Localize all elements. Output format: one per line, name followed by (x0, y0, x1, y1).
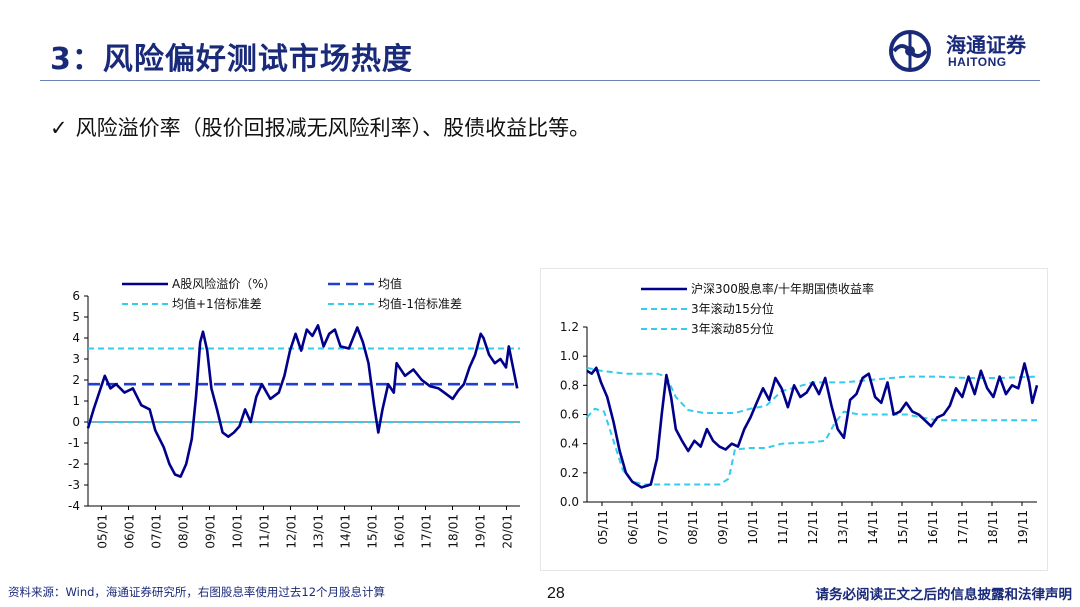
y-tick-label: -4 (68, 499, 80, 513)
dividend-bond-ratio-chart: 1.2 1.0 0.8 0.6 0.4 0.2 0.0 05/11 06/11 07/11 08/1… (540, 268, 1048, 571)
footer-source: 资料来源：Wind，海通证券研究所，右图股息率使用过去12个月股息计算 (8, 585, 386, 599)
x-tick-label: 15/01 (366, 514, 380, 549)
x-tick-label: 05/01 (96, 514, 110, 549)
x-tick-label: 08/11 (686, 510, 700, 545)
y-tick-label: 0.0 (560, 495, 579, 509)
y-tick-label: 5 (72, 310, 80, 324)
x-tick-label: 20/01 (501, 514, 515, 549)
dividend-bond-ratio-chart-svg: 1.2 1.0 0.8 0.6 0.4 0.2 0.0 05/11 06/11 07/11 08/1… (560, 281, 1039, 545)
legend-label: 均值+1倍标准差 (172, 296, 262, 311)
check-icon: ✓ (50, 116, 68, 140)
x-tick-label: 14/01 (339, 514, 353, 549)
x-tick-label: 14/11 (866, 510, 880, 545)
x-tick-label: 07/01 (150, 514, 164, 549)
x-tick-label: 15/11 (896, 510, 910, 545)
y-tick-label: 6 (72, 289, 80, 303)
x-tick-label: 13/01 (312, 514, 326, 549)
x-tick-label: 18/11 (986, 510, 1000, 545)
y-tick-label: 1 (72, 394, 80, 408)
risk-premium-chart: 6 5 4 3 2 1 0 -1 -2 -3 -4 05/01 06/01 07/01 08/01 09/01… (50, 268, 533, 571)
x-tick-label: 16/01 (393, 514, 407, 549)
y-tick-label: -3 (68, 478, 80, 492)
y-tick-label: 2 (72, 373, 80, 387)
risk-premium-chart-svg: 6 5 4 3 2 1 0 -1 -2 -3 -4 05/01 06/01 07/01 08/01 09/01… (68, 276, 520, 549)
x-tick-label: 12/01 (285, 514, 299, 549)
series-line-0 (86, 324, 519, 478)
x-tick-label: 19/11 (1016, 510, 1030, 545)
x-tick-label: 06/01 (123, 514, 137, 549)
title-divider (40, 80, 1040, 81)
x-tick-label: 11/11 (776, 510, 790, 545)
x-tick-label: 11/01 (258, 514, 272, 549)
x-tick-label: 08/01 (177, 514, 191, 549)
y-tick-label: -1 (68, 436, 80, 450)
legend-label: A股风险溢价（%） (172, 276, 276, 291)
bullet-text: 风险溢价率（股价回报减无风险利率）、股债收益比等。 (75, 116, 591, 140)
legend-label: 3年滚动15分位 (691, 301, 774, 316)
y-tick-label: 3 (72, 352, 80, 366)
bullet-point: ✓ 风险溢价率（股价回报减无风险利率）、股债收益比等。 (50, 112, 590, 142)
legend-label: 沪深300股息率/十年期国债收益率 (691, 281, 874, 296)
series-line-0 (586, 362, 1039, 489)
y-tick-label: 1.2 (560, 320, 579, 334)
legend-label: 均值 (378, 276, 402, 291)
y-tick-label: 0.6 (560, 408, 579, 422)
page-number: 28 (547, 585, 565, 602)
y-tick-label: 1.0 (560, 349, 579, 363)
x-tick-label: 12/11 (806, 510, 820, 545)
x-tick-label: 19/01 (474, 514, 488, 549)
x-tick-label: 18/01 (447, 514, 461, 549)
logo-chinese-name: 海通证券 (946, 33, 1026, 57)
legal-disclaimer: 请务必阅读正文之后的信息披露和法律声明 (815, 587, 1073, 603)
legend-label: 3年滚动85分位 (691, 321, 774, 336)
legend-label: 均值-1倍标准差 (378, 296, 462, 311)
x-tick-label: 17/11 (956, 510, 970, 545)
x-tick-label: 09/01 (204, 514, 218, 549)
haitong-emblem-icon (889, 30, 931, 72)
x-tick-label: 10/11 (746, 510, 760, 545)
x-tick-label: 17/01 (420, 514, 434, 549)
y-tick-label: 0.8 (560, 378, 579, 392)
page-title: 3：风险偏好测试市场热度 (50, 42, 413, 77)
x-tick-label: 09/11 (716, 510, 730, 545)
y-tick-label: 0.4 (560, 437, 579, 451)
x-tick-label: 06/11 (626, 510, 640, 545)
x-tick-label: 07/11 (656, 510, 670, 545)
x-tick-label: 13/11 (836, 510, 850, 545)
y-tick-label: 0 (72, 415, 80, 429)
logo-english-name: HAITONG (948, 55, 1007, 69)
x-tick-label: 05/11 (596, 510, 610, 545)
y-tick-label: 0.2 (560, 466, 579, 480)
x-tick-label: 16/11 (926, 510, 940, 545)
company-logo: 海通证券 HAITONG (888, 27, 1048, 75)
y-tick-label: -2 (68, 457, 80, 471)
y-tick-label: 4 (72, 331, 80, 345)
series-line-2 (586, 366, 1038, 414)
series-line-1 (586, 407, 1037, 486)
x-tick-label: 10/01 (231, 514, 245, 549)
